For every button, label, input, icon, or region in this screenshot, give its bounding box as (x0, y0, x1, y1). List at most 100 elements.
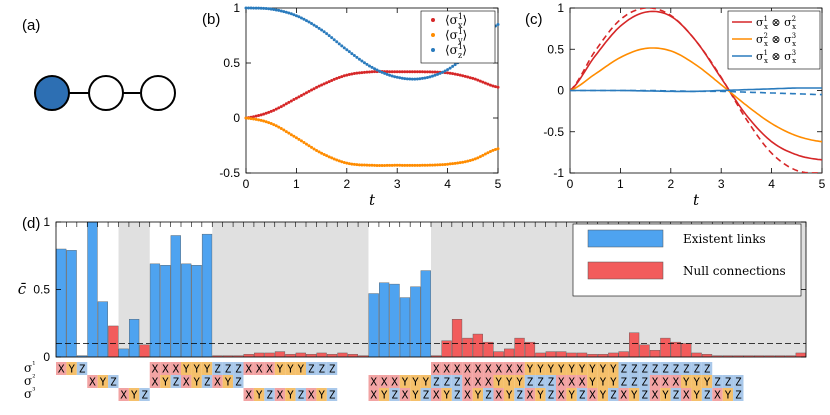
operator-cell-bg (378, 388, 390, 401)
operator-cell: Y (691, 388, 702, 402)
data-point (425, 163, 429, 167)
operator-cell-bg (316, 362, 327, 375)
operator-cell-bg (451, 362, 463, 375)
bar (795, 352, 806, 358)
operator-cell: Z (670, 362, 681, 376)
operator-cell-bg (201, 362, 213, 375)
data-point (410, 77, 414, 81)
operator-cell-label: X (183, 376, 190, 389)
operator-cell: X (399, 388, 411, 402)
data-point (380, 163, 384, 167)
data-point (304, 91, 308, 95)
operator-cell: Y (628, 388, 640, 402)
data-point (282, 103, 286, 107)
operator-cell-bg (701, 388, 713, 401)
operator-cell: Y (66, 362, 77, 376)
operator-cell: Y (608, 362, 619, 376)
operator-cell-label: Y (527, 363, 534, 376)
operator-cell-label: Z (652, 363, 659, 376)
operator-cell: X (556, 375, 567, 389)
y-tick-label: -0.5 (543, 125, 564, 139)
operator-cell-bg (628, 388, 640, 401)
data-point (297, 137, 301, 141)
operator-cell-label: Y (537, 389, 544, 402)
bar (399, 297, 411, 358)
operator-cell: X (462, 388, 473, 402)
data-point (330, 156, 334, 160)
data-point (345, 48, 349, 52)
operator-cell-bg (243, 362, 254, 375)
data-point (352, 72, 356, 76)
operator-cell-bg (556, 375, 567, 388)
data-point (425, 70, 429, 74)
data-point (292, 98, 296, 102)
data-point (284, 10, 288, 14)
legend-label: σ1 x ⊗ σ3 x (756, 49, 796, 65)
legend-swatch-null (587, 261, 664, 280)
bar (597, 354, 608, 358)
operator-cell-bg (420, 375, 431, 388)
x-tick-label: 1 (617, 177, 624, 191)
x-tick-label: 3 (394, 177, 401, 191)
operator-cell: X (670, 375, 681, 389)
operator-cell: Y (660, 388, 671, 402)
operator-cell-label: X (579, 376, 586, 389)
x-tick-label: 4 (768, 177, 775, 191)
operator-cell-label: X (568, 376, 575, 389)
bar (524, 341, 536, 358)
operator-cell-label: Y (100, 376, 107, 389)
data-point (357, 163, 361, 167)
operator-cell: Y (701, 375, 713, 389)
operator-cell-label: Y (568, 389, 575, 402)
operator-cell-bg (483, 375, 494, 388)
bar (389, 283, 400, 358)
data-point (456, 161, 460, 165)
series-line-0 (570, 10, 822, 161)
operator-cell-bg (431, 375, 442, 388)
operator-cell: X (274, 388, 286, 402)
operator-cell: Z (441, 375, 452, 389)
operator-cell-bg (649, 375, 661, 388)
operator-cell: X (576, 375, 588, 389)
operator-cell-label: X (245, 363, 252, 376)
data-point (297, 15, 301, 19)
data-point (385, 72, 389, 76)
data-point (448, 66, 452, 70)
operator-cell: X (368, 388, 379, 402)
data-point (446, 162, 450, 166)
bar (347, 354, 358, 358)
operator-cell-bg (733, 375, 744, 388)
operator-cell-bg (472, 362, 484, 375)
data-point (262, 112, 266, 116)
data-point (378, 69, 382, 73)
bar (608, 352, 619, 358)
operator-cell: X (441, 362, 452, 376)
operator-cell-bg (191, 362, 202, 375)
operator-cell: Y (410, 388, 421, 402)
operator-cell: X (566, 375, 577, 389)
operator-cell: X (118, 388, 129, 402)
data-point (433, 163, 437, 167)
operator-cell: Y (295, 362, 306, 376)
operator-cell: Z (660, 362, 671, 376)
operator-cell-label: X (652, 389, 659, 402)
data-point (284, 102, 288, 106)
operator-cell-bg (681, 375, 692, 388)
data-point (367, 70, 371, 74)
operator-cell: Z (691, 362, 702, 376)
series-line-1 (570, 8, 822, 173)
data-point (390, 163, 394, 167)
operator-cell-bg (76, 362, 88, 375)
operator-cell-bg (66, 362, 77, 375)
operator-cell: Z (545, 388, 556, 402)
operator-cell: Y (535, 362, 546, 376)
operator-cell: Y (587, 362, 598, 376)
data-point (395, 75, 399, 79)
operator-cell: Y (316, 388, 327, 402)
data-point (252, 115, 256, 119)
operator-cell: Y (576, 362, 588, 376)
data-point (468, 76, 472, 80)
data-point (287, 100, 291, 104)
data-point (383, 71, 387, 75)
operator-cell: X (649, 388, 661, 402)
